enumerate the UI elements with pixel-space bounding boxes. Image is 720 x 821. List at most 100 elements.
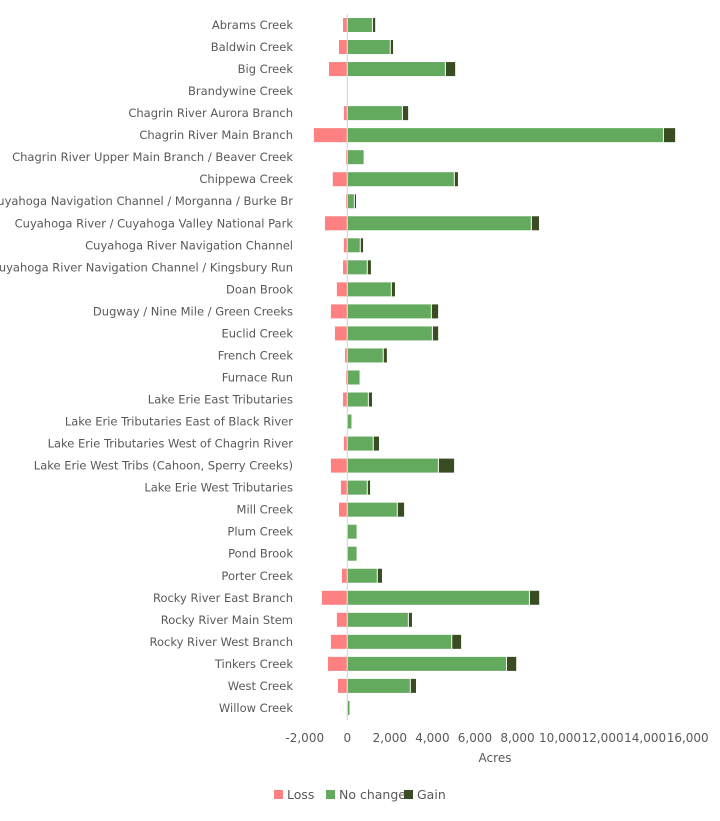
category-labels: Abrams Creek Baldwin Creek Big Creek Brandy…	[0, 18, 293, 715]
x-tick-label: 0	[343, 731, 351, 745]
bar-loss	[336, 282, 347, 297]
category-label: Cuyahoga Navigation Channel / Morganna /…	[0, 194, 293, 208]
bar-loss	[341, 568, 347, 583]
bar-no-change	[347, 524, 357, 539]
bar-gain	[402, 106, 409, 121]
bar-loss	[329, 62, 347, 77]
bar-no-change	[347, 282, 391, 297]
legend-label: Loss	[287, 787, 314, 802]
bar-no-change	[347, 458, 438, 473]
bar-gain	[390, 40, 394, 55]
category-label: French Creek	[218, 348, 294, 362]
category-label: Furnace Run	[222, 370, 293, 384]
bar-loss	[327, 656, 347, 671]
category-label: Cuyahoga River Navigation Channel	[85, 238, 293, 252]
category-label: Euclid Creek	[221, 326, 293, 340]
category-label: Lake Erie West Tributaries	[144, 481, 293, 495]
category-label: Chagrin River Aurora Branch	[128, 106, 293, 120]
x-tick-label: 2,000	[373, 731, 407, 745]
bar-loss	[330, 634, 347, 649]
bar-no-change	[347, 546, 357, 561]
category-label: Rocky River East Branch	[153, 591, 293, 605]
category-label: Chagrin River Main Branch	[139, 128, 293, 142]
category-label: Willow Creek	[219, 701, 293, 715]
bar-no-change	[347, 370, 360, 385]
category-label: Brandywine Creek	[188, 84, 293, 98]
legend-swatch	[326, 790, 335, 799]
bar-gain	[367, 260, 371, 275]
bar-loss	[330, 304, 347, 319]
x-tick-label: 8,000	[500, 731, 534, 745]
bar-no-change	[347, 678, 410, 693]
bar-loss	[343, 436, 347, 451]
category-label: Dugway / Nine Mile / Green Creeks	[93, 304, 293, 318]
bar-gain	[368, 392, 372, 407]
bar-loss	[336, 612, 347, 627]
x-tick-labels: -2,000 0 2,000 4,000 6,000 8,000 10,000 12,000 1…	[285, 731, 708, 745]
x-tick-label: 14,000	[624, 731, 666, 745]
bar-no-change	[347, 238, 360, 253]
bar-gain	[377, 568, 382, 583]
bar-loss	[330, 458, 347, 473]
x-tick-label: 6,000	[458, 731, 492, 745]
bar-loss	[346, 194, 347, 209]
x-tick-label: -2,000	[285, 731, 324, 745]
bar-loss	[340, 480, 347, 495]
bar-no-change	[347, 172, 454, 187]
x-tick-label: 4,000	[415, 731, 449, 745]
bar-no-change	[347, 348, 383, 363]
category-label: Cuyahoga River / Cuyahoga Valley Nationa…	[15, 216, 294, 230]
bar-gain	[529, 590, 540, 605]
bar-gain	[391, 282, 395, 297]
bar-no-change	[347, 326, 432, 341]
bar-no-change	[347, 40, 390, 55]
bar-gain	[432, 326, 439, 341]
x-axis-title: Acres	[479, 751, 512, 765]
bar-no-change	[347, 700, 350, 715]
bar-gain	[373, 436, 379, 451]
bar-gain	[506, 656, 517, 671]
category-label: Pond Brook	[228, 547, 293, 561]
bar-no-change	[347, 414, 352, 429]
bar-no-change	[347, 260, 367, 275]
bar-loss	[332, 172, 347, 187]
bar-gain	[454, 172, 458, 187]
bar-loss	[343, 260, 347, 275]
legend-label: Gain	[417, 787, 446, 802]
bar-no-change	[347, 304, 431, 319]
category-label: West Creek	[228, 679, 294, 693]
bar-gain	[360, 238, 364, 253]
category-label: Lake Erie West Tribs (Cahoon, Sperry Cre…	[34, 459, 293, 473]
bar-gain	[445, 62, 456, 77]
bar-gain	[408, 612, 412, 627]
bar-no-change	[347, 612, 408, 627]
bar-no-change	[347, 436, 373, 451]
bar-loss	[339, 40, 347, 55]
bars-group	[313, 18, 676, 715]
category-label: Lake Erie Tributaries West of Chagrin Ri…	[48, 437, 294, 451]
bar-loss	[337, 678, 347, 693]
bar-gain	[354, 194, 357, 209]
x-tick-label: 16,000	[667, 731, 709, 745]
bar-gain	[531, 216, 539, 231]
category-label: Baldwin Creek	[211, 40, 294, 54]
bar-loss	[313, 128, 347, 143]
bar-loss	[343, 106, 347, 121]
category-label: Mill Creek	[237, 503, 294, 517]
bar-loss	[334, 326, 347, 341]
bar-gain	[383, 348, 387, 363]
category-label: Lake Erie Tributaries East of Black Rive…	[65, 415, 293, 429]
x-tick-label: 10,000	[539, 731, 581, 745]
category-label: Rocky River West Branch	[150, 635, 294, 649]
legend-swatch	[274, 790, 283, 799]
legend-swatch	[404, 790, 413, 799]
category-label: Doan Brook	[226, 282, 293, 296]
category-label: Cuyahoga River Navigation Channel / King…	[0, 260, 293, 274]
bar-loss	[324, 216, 347, 231]
bar-no-change	[347, 18, 372, 32]
bar-gain	[663, 128, 676, 143]
bar-loss	[346, 150, 347, 165]
bar-no-change	[347, 590, 529, 605]
bar-no-change	[347, 62, 445, 77]
